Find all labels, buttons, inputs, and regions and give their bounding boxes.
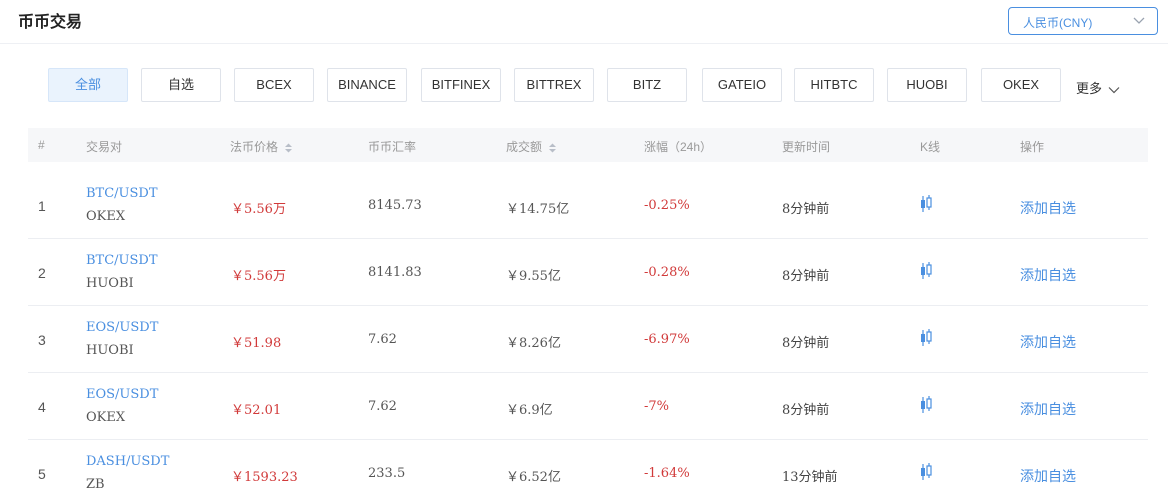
- fiat-price: ￥1593.23: [231, 470, 298, 485]
- volume: ￥6.52亿: [506, 470, 561, 485]
- chevron-down-icon: [1133, 17, 1145, 24]
- pair-rate: 7.62: [368, 399, 397, 414]
- change-24h: -6.97%: [644, 332, 690, 347]
- col-kline: K线: [920, 140, 941, 154]
- row-index: 1: [38, 198, 46, 214]
- volume: ￥14.75亿: [506, 202, 570, 217]
- col-updated: 更新时间: [782, 140, 831, 154]
- candlestick-chart-icon[interactable]: [918, 194, 934, 214]
- sort-arrows-icon[interactable]: [548, 142, 557, 154]
- more-label: 更多: [1076, 82, 1103, 97]
- table-header: # 交易对 法币价格 币币汇率 成交额 涨幅（24h） 更新时间 K线 操作: [28, 128, 1148, 162]
- pair-link[interactable]: DASH/USDT: [86, 454, 170, 469]
- volume: ￥8.26亿: [506, 336, 561, 351]
- add-favorite-button[interactable]: 添加自选: [1020, 401, 1076, 417]
- updated-time: 13分钟前: [782, 470, 838, 485]
- pair-link[interactable]: EOS/USDT: [86, 320, 159, 335]
- filter-bcex[interactable]: BCEX: [234, 68, 314, 102]
- change-24h: -0.25%: [644, 198, 690, 213]
- more-exchanges-button[interactable]: 更多: [1076, 78, 1120, 97]
- filter-bittrex[interactable]: BITTREX: [514, 68, 594, 102]
- add-favorite-button[interactable]: 添加自选: [1020, 334, 1076, 350]
- updated-time: 8分钟前: [782, 403, 830, 418]
- fiat-price: ￥5.56万: [231, 202, 286, 217]
- col-price-label: 法币价格: [230, 140, 279, 154]
- col-rate: 币币汇率: [368, 140, 417, 154]
- chevron-down-icon: [1108, 86, 1120, 93]
- currency-select[interactable]: 人民币(CNY): [1008, 7, 1158, 35]
- top-bar: 币币交易 人民币(CNY): [0, 0, 1168, 44]
- candlestick-chart-icon[interactable]: [918, 395, 934, 415]
- table-row: 3 EOS/USDT HUOBI ￥51.98 7.62 ￥8.26亿 -6.9…: [28, 306, 1148, 373]
- exchange-name: ZB: [86, 477, 105, 492]
- volume: ￥9.55亿: [506, 269, 561, 284]
- col-volume[interactable]: 成交额: [506, 138, 557, 155]
- pair-rate: 233.5: [368, 466, 406, 481]
- col-pair: 交易对: [86, 140, 123, 154]
- table-row: 5 DASH/USDT ZB ￥1593.23 233.5 ￥6.52亿 -1.…: [28, 440, 1148, 494]
- currency-select-value: 人民币(CNY): [1023, 16, 1093, 30]
- filter-favorites[interactable]: 自选: [141, 68, 221, 102]
- pair-link[interactable]: BTC/USDT: [86, 186, 158, 201]
- change-24h: -1.64%: [644, 466, 690, 481]
- row-index: 4: [38, 399, 46, 415]
- page-title: 币币交易: [18, 12, 83, 31]
- table-row: 1 BTC/USDT OKEX ￥5.56万 8145.73 ￥14.75亿 -…: [28, 172, 1148, 239]
- filter-bitz[interactable]: BITZ: [607, 68, 687, 102]
- pair-rate: 8141.83: [368, 265, 422, 280]
- add-favorite-button[interactable]: 添加自选: [1020, 200, 1076, 216]
- sort-arrows-icon[interactable]: [284, 142, 293, 154]
- candlestick-chart-icon[interactable]: [918, 261, 934, 281]
- add-favorite-button[interactable]: 添加自选: [1020, 267, 1076, 283]
- filter-bitfinex[interactable]: BITFINEX: [421, 68, 501, 102]
- pair-rate: 8145.73: [368, 198, 422, 213]
- filter-gateio[interactable]: GATEIO: [702, 68, 782, 102]
- updated-time: 8分钟前: [782, 336, 830, 351]
- pair-rate: 7.62: [368, 332, 397, 347]
- exchange-name: OKEX: [86, 410, 126, 425]
- table-row: 4 EOS/USDT OKEX ￥52.01 7.62 ￥6.9亿 -7% 8分…: [28, 373, 1148, 440]
- change-24h: -0.28%: [644, 265, 690, 280]
- volume: ￥6.9亿: [506, 403, 553, 418]
- filter-hitbtc[interactable]: HITBTC: [794, 68, 874, 102]
- col-action: 操作: [1020, 140, 1045, 154]
- add-favorite-button[interactable]: 添加自选: [1020, 468, 1076, 484]
- fiat-price: ￥51.98: [231, 336, 282, 351]
- candlestick-chart-icon[interactable]: [918, 462, 934, 482]
- pair-link[interactable]: EOS/USDT: [86, 387, 159, 402]
- exchange-name: HUOBI: [86, 276, 134, 291]
- fiat-price: ￥52.01: [231, 403, 282, 418]
- filter-okex[interactable]: OKEX: [981, 68, 1061, 102]
- table-row: 2 BTC/USDT HUOBI ￥5.56万 8141.83 ￥9.55亿 -…: [28, 239, 1148, 306]
- col-volume-label: 成交额: [506, 140, 543, 154]
- filter-all[interactable]: 全部: [48, 68, 128, 102]
- candlestick-chart-icon[interactable]: [918, 328, 934, 348]
- col-price[interactable]: 法币价格: [230, 138, 293, 155]
- updated-time: 8分钟前: [782, 202, 830, 217]
- pair-link[interactable]: BTC/USDT: [86, 253, 158, 268]
- row-index: 5: [38, 466, 46, 482]
- exchange-name: HUOBI: [86, 343, 134, 358]
- col-index: #: [38, 138, 45, 152]
- change-24h: -7%: [644, 399, 670, 414]
- row-index: 2: [38, 265, 46, 281]
- filter-huobi[interactable]: HUOBI: [887, 68, 967, 102]
- col-change: 涨幅（24h）: [644, 140, 713, 154]
- fiat-price: ￥5.56万: [231, 269, 286, 284]
- row-index: 3: [38, 332, 46, 348]
- exchange-name: OKEX: [86, 209, 126, 224]
- updated-time: 8分钟前: [782, 269, 830, 284]
- filter-binance[interactable]: BINANCE: [327, 68, 407, 102]
